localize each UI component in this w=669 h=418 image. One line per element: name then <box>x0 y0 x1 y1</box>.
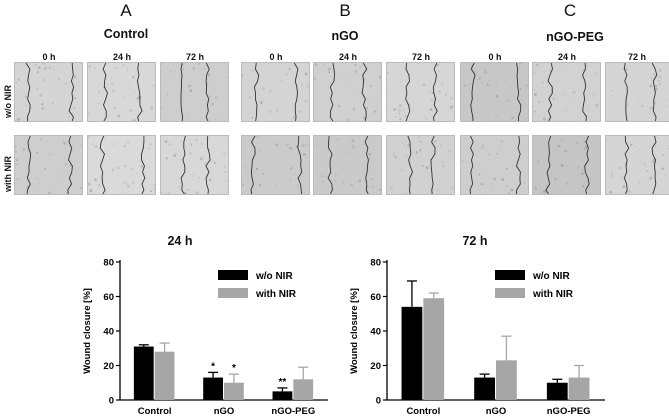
significance-marker: ** <box>279 377 287 388</box>
time-label: 0 h <box>269 52 283 62</box>
group-title-control: Control <box>103 27 149 41</box>
chart-title-24h: 24 h <box>167 234 193 248</box>
group-title-ngo-peg: nGO-PEG <box>546 30 604 44</box>
micrograph-tile <box>241 62 310 122</box>
legend-swatch <box>218 270 248 280</box>
y-axis-label: Wound closure [%] <box>349 288 360 374</box>
legend-swatch <box>218 288 248 298</box>
micrograph-tile <box>14 135 83 195</box>
y-tick-label: 60 <box>103 292 114 303</box>
x-tick-label: Control <box>138 406 172 417</box>
micrograph-tile <box>160 135 229 195</box>
legend-label: w/o NIR <box>255 271 293 282</box>
bar <box>496 360 517 400</box>
significance-marker: * <box>232 363 236 374</box>
x-tick-label: nGO <box>486 406 507 417</box>
bar <box>203 377 223 400</box>
micrograph-tile <box>313 135 382 195</box>
bar <box>546 382 568 400</box>
y-tick-label: 20 <box>103 361 114 372</box>
micrograph-tile <box>160 62 229 122</box>
micrograph-tile <box>87 62 156 122</box>
row-label-with-nir: with NIR <box>3 156 13 192</box>
bar <box>293 379 314 400</box>
time-label: 0 h <box>42 52 56 62</box>
x-tick-label: nGO-PEG <box>547 406 591 417</box>
y-tick-label: 80 <box>103 258 114 269</box>
panel-letter-a: A <box>120 1 132 20</box>
y-tick-label: 20 <box>370 361 381 372</box>
micrograph-tile <box>605 62 669 122</box>
micrograph-tile <box>386 62 455 122</box>
y-tick-label: 0 <box>376 396 381 407</box>
legend-label: with NIR <box>255 289 297 300</box>
x-tick-label: nGO-PEG <box>271 406 315 417</box>
legend-label: with NIR <box>532 289 574 300</box>
bar <box>568 377 590 400</box>
bar <box>474 377 495 400</box>
micrograph-tile <box>532 135 601 195</box>
bar <box>154 351 175 400</box>
bar <box>272 391 293 400</box>
micrograph-tile <box>241 135 310 195</box>
y-axis-label: Wound closure [%] <box>82 288 93 374</box>
bar <box>423 298 445 400</box>
time-label: 24 h <box>338 52 357 62</box>
significance-marker: * <box>211 361 215 372</box>
panel-letter-b: B <box>339 1 351 20</box>
x-tick-label: nGO <box>214 406 235 417</box>
time-label: 24 h <box>557 52 576 62</box>
time-label: 24 h <box>112 52 131 62</box>
x-tick-label: Control <box>406 406 440 417</box>
time-label: 72 h <box>411 52 430 62</box>
chart-title-72h: 72 h <box>462 234 488 248</box>
row-label-without-nir: w/o NIR <box>3 85 13 118</box>
legend-label: w/o NIR <box>532 271 570 282</box>
bar <box>224 382 244 400</box>
time-label: 0 h <box>488 52 502 62</box>
time-label: 72 h <box>627 52 646 62</box>
group-title-ngo: nGO <box>331 29 359 43</box>
micrograph-tile <box>460 62 529 122</box>
micrograph-tile <box>386 135 455 195</box>
micrograph-tile <box>605 135 669 195</box>
micrograph-tile <box>532 62 601 122</box>
time-label: 72 h <box>185 52 204 62</box>
y-tick-label: 80 <box>370 258 381 269</box>
bar-chart-72h: Wound closure [%] 0 20 40 60 80 Control nGO nGO-… <box>349 258 605 417</box>
y-tick-label: 40 <box>370 327 381 338</box>
micrograph-tile <box>14 62 83 122</box>
micrograph-tile <box>313 62 382 122</box>
y-tick-label: 0 <box>109 396 114 407</box>
micrograph-tile <box>87 135 156 195</box>
y-tick-label: 60 <box>370 292 381 303</box>
legend-swatch <box>495 270 525 280</box>
micrograph-tile <box>460 135 529 195</box>
bar <box>133 346 154 400</box>
bar <box>401 306 423 400</box>
panel-letter-c: C <box>563 1 577 20</box>
legend-swatch <box>495 288 525 298</box>
y-tick-label: 40 <box>103 327 114 338</box>
